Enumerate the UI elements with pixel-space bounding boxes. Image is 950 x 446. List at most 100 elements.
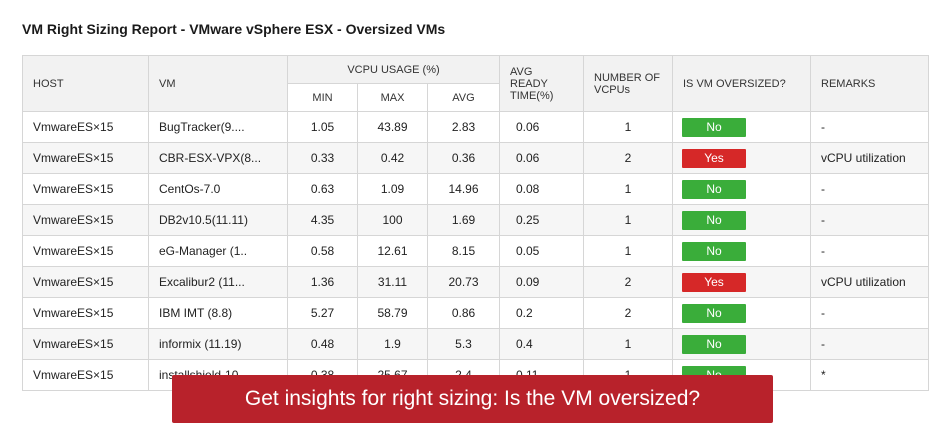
- cell-min: 0.33: [287, 142, 358, 174]
- oversized-status-badge: Yes: [682, 272, 746, 292]
- header-avg-ready-time[interactable]: AVG READY TIME(%): [499, 55, 584, 112]
- cell-vm: informix (11.19): [148, 328, 288, 360]
- table-row[interactable]: VmwareES×15 IBM IMT (8.8) 5.27 58.79 0.86 0.2…: [22, 297, 929, 329]
- header-number-of-vcpus[interactable]: NUMBER OF VCPUs: [583, 55, 673, 112]
- cell-remarks: -: [810, 328, 929, 360]
- cell-avg: 2.83: [427, 111, 500, 143]
- cell-vm: CBR-ESX-VPX(8...: [148, 142, 288, 174]
- cell-max: 31.11: [357, 266, 428, 298]
- cell-number-of-vcpus: 1: [583, 328, 673, 360]
- oversized-status-badge: No: [682, 303, 746, 323]
- cell-number-of-vcpus: 2: [583, 297, 673, 329]
- cell-min: 5.27: [287, 297, 358, 329]
- cell-max: 1.09: [357, 173, 428, 205]
- cell-remarks: *: [810, 359, 929, 391]
- cell-min: 1.36: [287, 266, 358, 298]
- oversized-status-badge: No: [682, 210, 746, 230]
- cell-number-of-vcpus: 2: [583, 142, 673, 174]
- cell-remarks: -: [810, 235, 929, 267]
- oversized-status-badge: No: [682, 179, 746, 199]
- cell-min: 0.63: [287, 173, 358, 205]
- cell-host: VmwareES×15: [22, 235, 149, 267]
- cell-max: 0.42: [357, 142, 428, 174]
- header-host[interactable]: HOST: [22, 55, 149, 112]
- cell-host: VmwareES×15: [22, 328, 149, 360]
- cell-vm: CentOs-7.0: [148, 173, 288, 205]
- oversized-status-badge: No: [682, 117, 746, 137]
- cell-number-of-vcpus: 2: [583, 266, 673, 298]
- header-vcpu-usage: VCPU USAGE (%): [287, 55, 500, 84]
- cell-number-of-vcpus: 1: [583, 204, 673, 236]
- cell-avg: 20.73: [427, 266, 500, 298]
- cell-avg: 0.36: [427, 142, 500, 174]
- cell-vm: BugTracker(9....: [148, 111, 288, 143]
- cell-max: 1.9: [357, 328, 428, 360]
- header-vm[interactable]: VM: [148, 55, 288, 112]
- cell-remarks: vCPU utilization: [810, 142, 929, 174]
- header-avg[interactable]: AVG: [427, 83, 500, 112]
- cell-avg-ready-time: 0.4: [499, 328, 584, 360]
- cell-min: 0.48: [287, 328, 358, 360]
- cell-host: VmwareES×15: [22, 266, 149, 298]
- cell-remarks: -: [810, 297, 929, 329]
- cell-host: VmwareES×15: [22, 142, 149, 174]
- cell-remarks: -: [810, 173, 929, 205]
- cell-is-vm-oversized: No: [672, 328, 811, 360]
- cell-min: 4.35: [287, 204, 358, 236]
- cell-is-vm-oversized: No: [672, 297, 811, 329]
- table-row[interactable]: VmwareES×15 Excalibur2 (11... 1.36 31.11 20.…: [22, 266, 929, 298]
- cell-avg: 5.3: [427, 328, 500, 360]
- cell-avg: 8.15: [427, 235, 500, 267]
- report-title: VM Right Sizing Report - VMware vSphere …: [22, 21, 446, 37]
- cell-avg-ready-time: 0.25: [499, 204, 584, 236]
- cell-vm: eG-Manager (1..: [148, 235, 288, 267]
- cell-avg-ready-time: 0.08: [499, 173, 584, 205]
- cell-vm: IBM IMT (8.8): [148, 297, 288, 329]
- cell-host: VmwareES×15: [22, 111, 149, 143]
- oversized-status-badge: No: [682, 334, 746, 354]
- cell-remarks: vCPU utilization: [810, 266, 929, 298]
- cell-is-vm-oversized: No: [672, 235, 811, 267]
- cell-avg-ready-time: 0.05: [499, 235, 584, 267]
- cell-avg: 0.86: [427, 297, 500, 329]
- cell-host: VmwareES×15: [22, 359, 149, 391]
- cell-avg: 1.69: [427, 204, 500, 236]
- cell-is-vm-oversized: No: [672, 204, 811, 236]
- cell-max: 100: [357, 204, 428, 236]
- cell-min: 0.58: [287, 235, 358, 267]
- cell-avg-ready-time: 0.2: [499, 297, 584, 329]
- cell-remarks: -: [810, 204, 929, 236]
- cell-avg-ready-time: 0.06: [499, 111, 584, 143]
- cell-is-vm-oversized: Yes: [672, 142, 811, 174]
- table-row[interactable]: VmwareES×15 BugTracker(9.... 1.05 43.89 2.83…: [22, 111, 929, 143]
- table-row[interactable]: VmwareES×15 DB2v10.5(11.11) 4.35 100 1.69 0.2…: [22, 204, 929, 236]
- cell-avg: 14.96: [427, 173, 500, 205]
- cell-vm: Excalibur2 (11...: [148, 266, 288, 298]
- cell-avg-ready-time: 0.09: [499, 266, 584, 298]
- oversized-status-badge: No: [682, 241, 746, 261]
- cell-min: 1.05: [287, 111, 358, 143]
- cell-host: VmwareES×15: [22, 204, 149, 236]
- cell-number-of-vcpus: 1: [583, 173, 673, 205]
- header-max[interactable]: MAX: [357, 83, 428, 112]
- table-row[interactable]: VmwareES×15 eG-Manager (1.. 0.58 12.61 8.15 0…: [22, 235, 929, 267]
- cell-max: 12.61: [357, 235, 428, 267]
- cell-remarks: -: [810, 111, 929, 143]
- header-min[interactable]: MIN: [287, 83, 358, 112]
- cell-is-vm-oversized: Yes: [672, 266, 811, 298]
- header-is-vm-oversized[interactable]: IS VM OVERSIZED?: [672, 55, 811, 112]
- oversized-vms-table: HOST VM VCPU USAGE (%) AVG READY TIME(%)…: [22, 55, 929, 391]
- cell-is-vm-oversized: No: [672, 173, 811, 205]
- header-remarks[interactable]: REMARKS: [810, 55, 929, 112]
- table-row[interactable]: VmwareES×15 CBR-ESX-VPX(8... 0.33 0.42 0.36 0…: [22, 142, 929, 174]
- cell-number-of-vcpus: 1: [583, 235, 673, 267]
- cell-vm: DB2v10.5(11.11): [148, 204, 288, 236]
- cell-max: 43.89: [357, 111, 428, 143]
- table-row[interactable]: VmwareES×15 informix (11.19) 0.48 1.9 5.3 0.4…: [22, 328, 929, 360]
- cell-host: VmwareES×15: [22, 173, 149, 205]
- table-body: VmwareES×15 BugTracker(9.... 1.05 43.89 2.83…: [22, 111, 929, 391]
- insights-banner: Get insights for right sizing: Is the VM…: [172, 375, 773, 423]
- cell-avg-ready-time: 0.06: [499, 142, 584, 174]
- table-row[interactable]: VmwareES×15 CentOs-7.0 0.63 1.09 14.96 0.08 1 N…: [22, 173, 929, 205]
